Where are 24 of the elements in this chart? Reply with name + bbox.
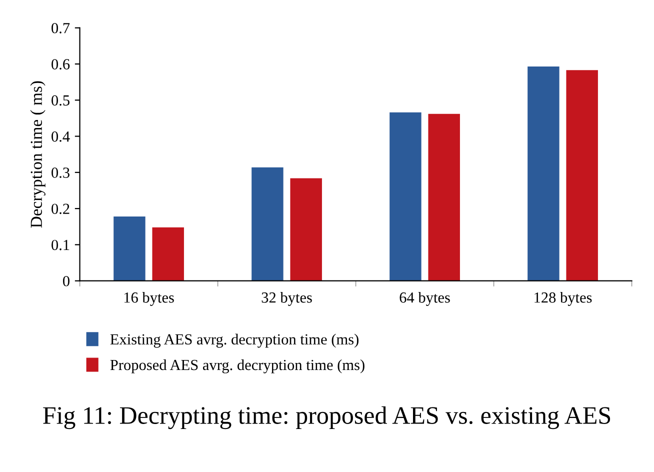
bar [428,114,460,281]
x-tick-label: 16 bytes [124,292,174,306]
x-tick-label: 64 bytes [400,292,450,306]
x-tick-label: 128 bytes [534,292,592,306]
caption: Fig 11: Decrypting time: proposed AES vs. existing AES [43,406,610,430]
bar [290,178,322,281]
bar [566,70,598,281]
legend-label: Existing AES avrg. decryption time (ms) [110,334,358,348]
x-tick-label: 32 bytes [262,292,312,306]
bar [114,216,146,281]
y-tick-label: 0 [63,276,70,286]
y-tick-label: 0.2 [52,204,70,214]
y-tick-label: 0.3 [52,168,70,178]
y-tick-label: 0.4 [52,131,70,142]
y-tick-label: 0.1 [52,240,70,250]
bar [252,167,284,281]
y-tick-label: 0.5 [52,95,70,106]
y-tick-label: 0.7 [52,22,70,34]
y-tick-label: 0.6 [52,59,70,70]
y-axis-title: Decryption time ( ms) [30,81,46,228]
bar [390,112,422,281]
bar [152,227,184,281]
bar [528,66,560,281]
legend-label: Proposed AES avrg. decryption time (ms) [110,359,364,374]
